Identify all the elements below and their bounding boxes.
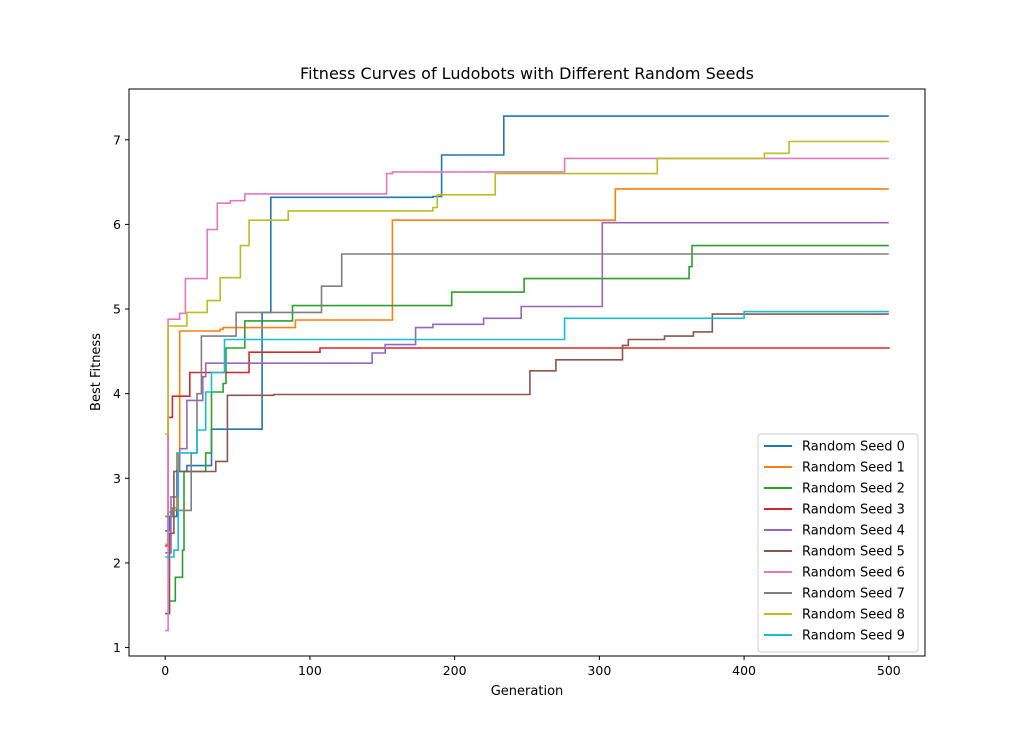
y-tick-label: 1 bbox=[113, 640, 121, 655]
series-line-6 bbox=[165, 157, 889, 632]
legend-label: Random Seed 6 bbox=[802, 566, 905, 581]
legend-label: Random Seed 5 bbox=[802, 545, 905, 560]
x-axis-ticks: 0 100 200 300 400 500 bbox=[161, 656, 901, 678]
y-tick-label: 4 bbox=[113, 386, 121, 401]
series-line-8 bbox=[165, 140, 889, 436]
x-tick-label: 400 bbox=[732, 663, 756, 678]
legend-label: Random Seed 7 bbox=[802, 587, 905, 602]
legend-label: Random Seed 2 bbox=[802, 482, 905, 497]
y-tick-label: 6 bbox=[113, 217, 121, 232]
series-line-7 bbox=[165, 253, 889, 518]
x-tick-label: 300 bbox=[587, 663, 611, 678]
series-line-2 bbox=[165, 244, 889, 615]
legend-label: Random Seed 4 bbox=[802, 524, 905, 539]
legend-label: Random Seed 0 bbox=[802, 440, 905, 455]
legend-label: Random Seed 1 bbox=[802, 461, 905, 476]
y-tick-label: 3 bbox=[113, 471, 121, 486]
chart-title: Fitness Curves of Ludobots with Differen… bbox=[300, 64, 754, 83]
legend-label: Random Seed 3 bbox=[802, 503, 905, 518]
x-axis-label: Generation bbox=[491, 684, 564, 699]
y-tick-label: 5 bbox=[113, 302, 121, 317]
series-line-0 bbox=[165, 115, 889, 532]
x-tick-label: 200 bbox=[443, 663, 467, 678]
y-axis-ticks: 1 2 3 4 5 6 7 bbox=[113, 132, 129, 655]
y-tick-label: 2 bbox=[113, 555, 121, 570]
y-axis-label: Best Fitness bbox=[89, 333, 104, 411]
x-tick-label: 500 bbox=[877, 663, 901, 678]
x-tick-label: 100 bbox=[298, 663, 322, 678]
series-line-9 bbox=[165, 310, 889, 558]
legend-label: Random Seed 8 bbox=[802, 608, 905, 623]
x-tick-label: 0 bbox=[161, 663, 169, 678]
plot-lines bbox=[165, 115, 890, 632]
plot-frame bbox=[128, 88, 926, 657]
y-tick-label: 7 bbox=[113, 132, 121, 147]
legend-box bbox=[757, 433, 919, 653]
series-line-5 bbox=[165, 313, 889, 615]
legend: Random Seed 0 Random Seed 1 Random Seed 2 R… bbox=[757, 433, 919, 653]
legend-label: Random Seed 9 bbox=[802, 629, 905, 644]
